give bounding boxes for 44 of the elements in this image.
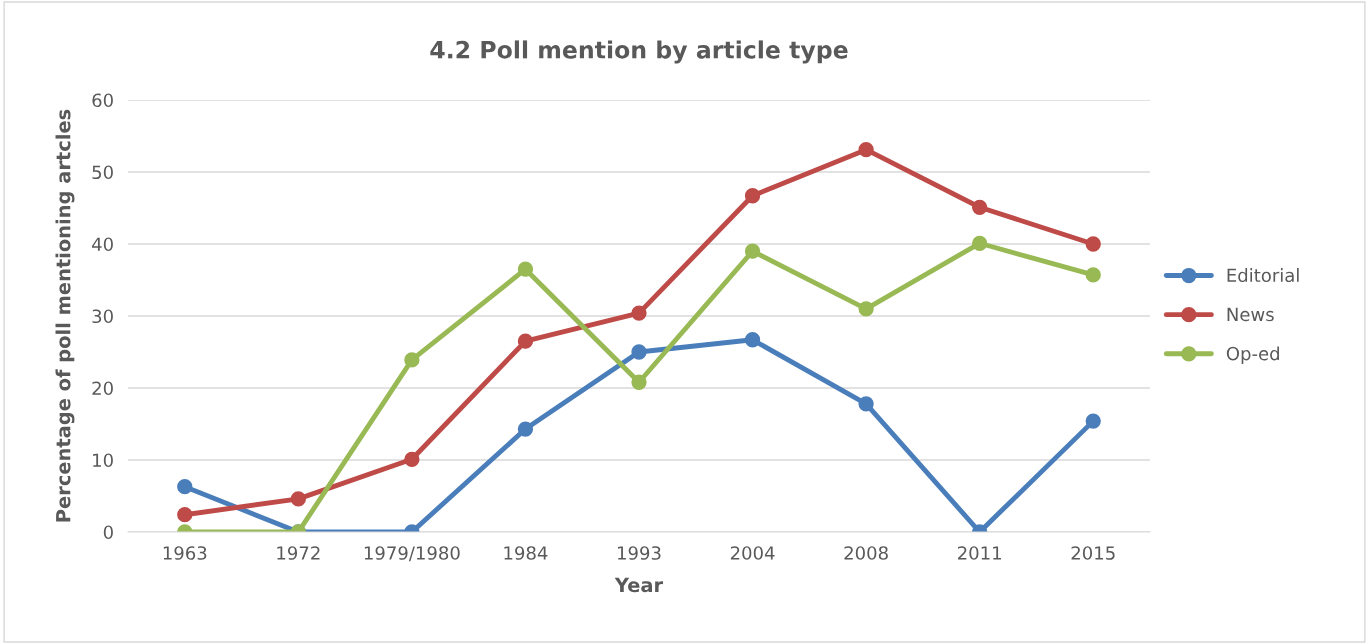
point <box>1085 267 1101 283</box>
x-tick-label: 2011 <box>958 546 1001 560</box>
point <box>177 507 193 523</box>
point <box>290 491 306 507</box>
point <box>631 305 647 321</box>
x-axis-title: Year <box>614 577 664 593</box>
x-tick-label: 1972 <box>277 546 320 560</box>
y-tick-label: 20 <box>92 381 113 396</box>
y-tick-label: 0 <box>103 525 113 540</box>
y-tick-label: 60 <box>92 93 113 108</box>
x-tick-label: 2004 <box>730 546 775 560</box>
x-tick-label: 2008 <box>844 546 888 560</box>
point <box>972 235 988 251</box>
point <box>744 243 761 259</box>
point <box>517 333 534 349</box>
point <box>517 421 534 437</box>
point <box>631 374 647 390</box>
point <box>517 261 534 277</box>
y-tick-label: 30 <box>92 309 113 324</box>
point <box>858 301 874 317</box>
point <box>972 199 988 215</box>
y-tick-label: 40 <box>92 237 113 252</box>
point <box>631 344 647 360</box>
legend-label: Op-ed <box>1226 346 1279 364</box>
point <box>404 451 420 467</box>
point <box>744 332 761 348</box>
point <box>404 352 420 368</box>
y-axis-title: Percentage of poll mentioning artcles <box>55 109 75 522</box>
point <box>744 188 761 204</box>
x-tick-label: 1993 <box>618 546 661 560</box>
point <box>858 142 874 158</box>
x-tick-label: 1984 <box>504 546 548 560</box>
point <box>1085 413 1101 429</box>
point <box>1085 236 1101 252</box>
x-tick-label: 1979/1980 <box>364 546 460 562</box>
chart-title: 4.2 Poll mention by article type <box>430 40 848 64</box>
y-tick-label: 50 <box>92 165 113 180</box>
legend-label: News <box>1227 307 1274 322</box>
y-tick-label: 10 <box>93 453 113 468</box>
point <box>858 396 874 412</box>
x-tick-label: 1963 <box>163 546 207 560</box>
point <box>177 479 193 495</box>
x-tick-label: 2015 <box>1071 546 1115 560</box>
legend-label: Editorial <box>1227 268 1299 283</box>
